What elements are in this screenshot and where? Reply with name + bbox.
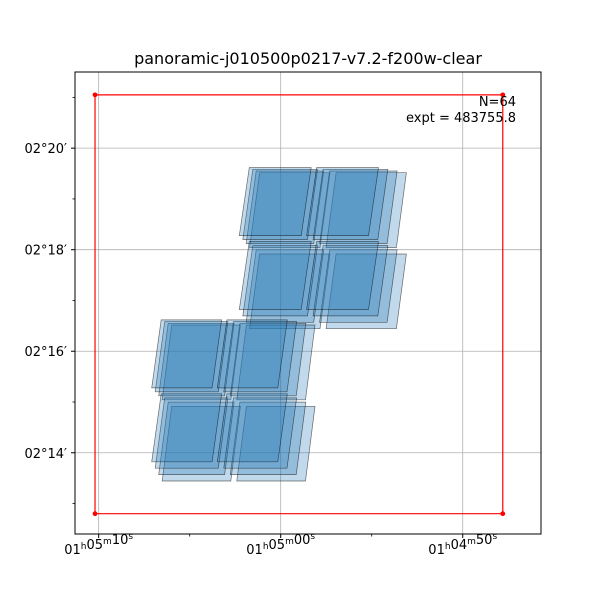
footprint-patch [154, 321, 229, 393]
y-tick-label: 02°20′ [24, 142, 67, 157]
footprint-patch [245, 249, 325, 323]
footprint-patch [238, 241, 312, 310]
y-tick-label: 02°16′ [24, 345, 67, 360]
x-tick-label: 01h04m50s [428, 532, 497, 558]
footprint-patch [242, 168, 318, 240]
footprint-patch [229, 322, 307, 397]
footprint-patch [161, 405, 241, 482]
footprint-patch [223, 397, 298, 469]
footprint-patch [158, 401, 235, 475]
bounding-box-corner [500, 511, 506, 517]
footprint-patch [249, 253, 331, 330]
footprint-patch [325, 172, 407, 248]
footprint-patch [249, 172, 331, 248]
footprint-patch [236, 405, 316, 482]
bounding-box-corner [92, 92, 98, 98]
footprint-patch [306, 167, 379, 236]
footprint-patch [151, 319, 223, 389]
footprint-patch [223, 321, 298, 393]
footprint-patch [151, 393, 223, 463]
y-tick-label: 02°14′ [24, 447, 67, 462]
footprint-patches [151, 167, 407, 482]
annotation-exposure: expt = 483755.8 [406, 111, 516, 126]
bounding-box-corner [500, 92, 506, 98]
x-tick-label: 01h05m00s [246, 532, 315, 558]
bounding-box-corner [92, 511, 98, 517]
footprint-patch [238, 167, 312, 236]
footprint-patch [242, 245, 318, 317]
plot-frame [74, 71, 542, 535]
footprint-patch [229, 401, 307, 475]
footprint-patch [158, 322, 235, 397]
footprint-patch [319, 249, 398, 323]
footprint-patch [312, 245, 389, 317]
footprint-patch [216, 319, 288, 389]
x-tick-label: 01h05m10s [64, 532, 133, 558]
axis-ticks: 01h05m10s 01h05m00s 01h04m50s 02°14′ 02°16′ 0… [24, 96, 497, 558]
footprint-patch [325, 253, 407, 330]
chart-title: panoramic-j010500p0217-v7.2-f200w-clear [134, 49, 482, 68]
bounding-box [92, 92, 506, 517]
footprint-patch [306, 241, 379, 310]
footprint-patch [245, 170, 325, 244]
footprint-patch [312, 168, 389, 240]
footprint-patch [161, 324, 241, 401]
footprint-patch [216, 393, 288, 463]
footprint-patch [236, 324, 316, 401]
footprint-patch [319, 170, 398, 244]
footprint-patch [154, 397, 229, 469]
y-tick-label: 02°18′ [24, 244, 67, 259]
annotation-count: N=64 [479, 95, 516, 110]
